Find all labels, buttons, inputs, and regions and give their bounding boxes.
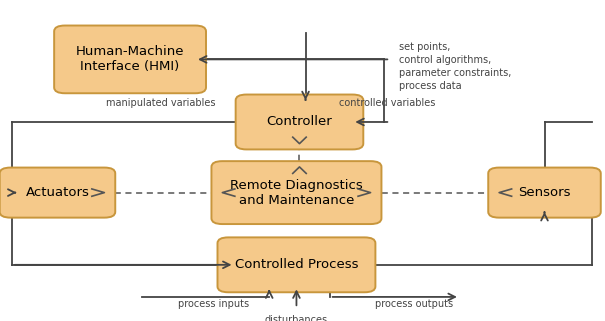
- Text: Controlled Process: Controlled Process: [235, 258, 358, 271]
- FancyBboxPatch shape: [212, 161, 381, 224]
- Text: process outputs: process outputs: [375, 299, 453, 308]
- Text: controlled variables: controlled variables: [339, 98, 436, 108]
- FancyBboxPatch shape: [0, 168, 115, 218]
- Text: disturbances: disturbances: [265, 315, 328, 321]
- FancyBboxPatch shape: [54, 26, 206, 93]
- FancyBboxPatch shape: [488, 168, 601, 218]
- Text: Controller: Controller: [267, 116, 332, 128]
- Text: Remote Diagnostics
and Maintenance: Remote Diagnostics and Maintenance: [230, 178, 363, 207]
- FancyBboxPatch shape: [235, 95, 363, 150]
- Text: Sensors: Sensors: [518, 186, 571, 199]
- Text: set points,
control algorithms,
parameter constraints,
process data: set points, control algorithms, paramete…: [399, 42, 512, 91]
- Text: Actuators: Actuators: [25, 186, 90, 199]
- FancyBboxPatch shape: [218, 238, 375, 292]
- Text: manipulated variables: manipulated variables: [106, 98, 215, 108]
- Text: Human-Machine
Interface (HMI): Human-Machine Interface (HMI): [76, 45, 185, 74]
- Text: process inputs: process inputs: [178, 299, 250, 308]
